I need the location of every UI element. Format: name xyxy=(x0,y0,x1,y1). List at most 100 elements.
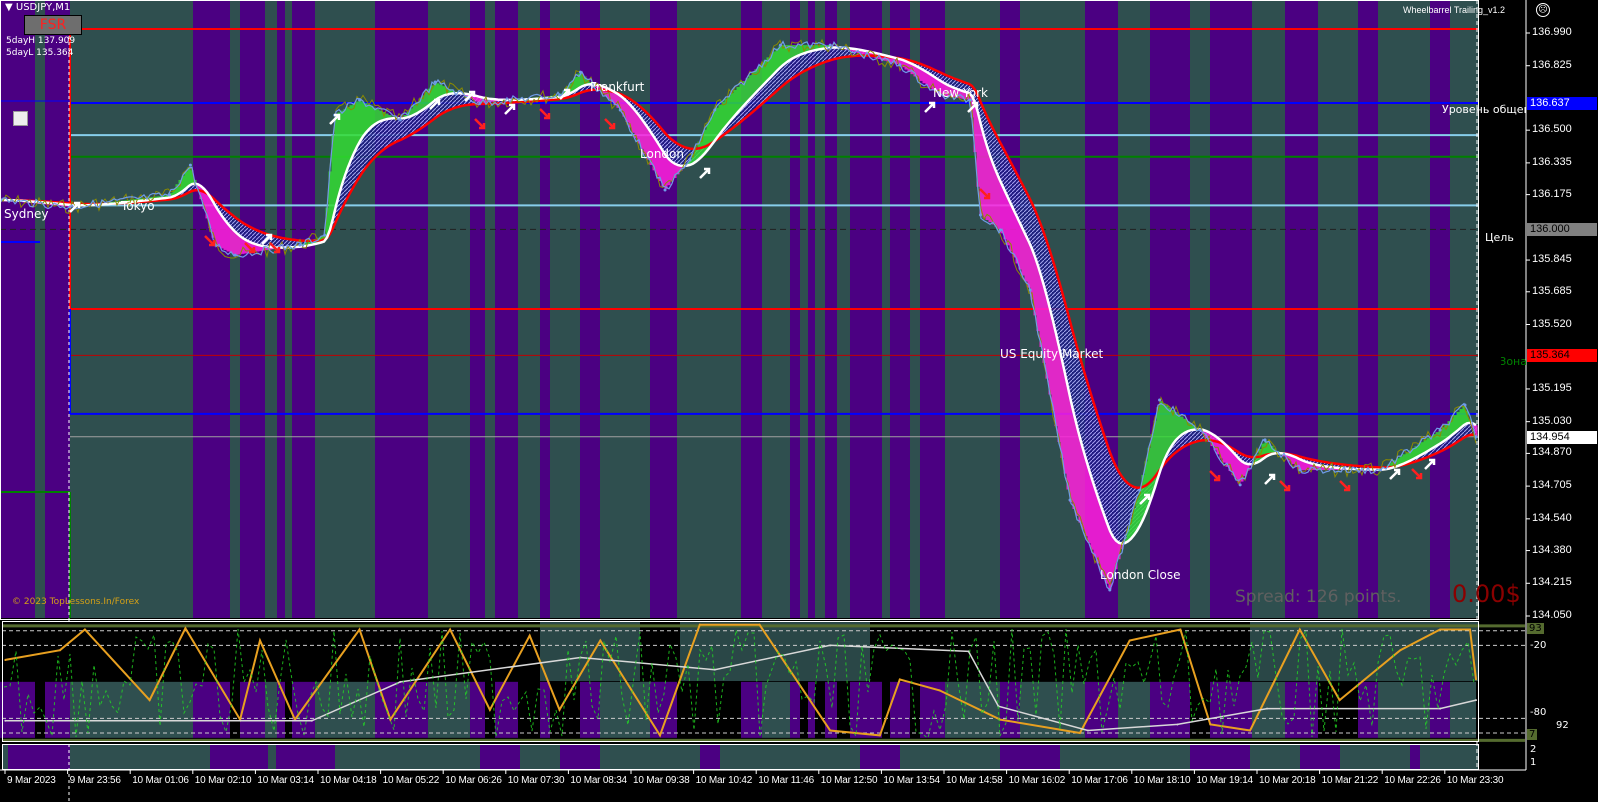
osc-point xyxy=(1176,723,1179,726)
price-point xyxy=(1263,438,1267,442)
buy-arrow-icon xyxy=(924,101,936,113)
time-tick-label: 10 Mar 16:02 xyxy=(1008,775,1066,786)
small-checkbox[interactable] xyxy=(13,111,28,126)
bottom-band-purple xyxy=(860,745,900,769)
bottom-band-purple xyxy=(1410,745,1420,769)
bottom-band-purple xyxy=(8,745,70,769)
bottom-band-purple xyxy=(1190,745,1250,769)
sell-arrow-icon xyxy=(1411,468,1423,480)
price-tick-label: 134.050 xyxy=(1532,609,1572,621)
price-point xyxy=(1108,588,1112,592)
profit-label: 0.00$ xyxy=(1452,580,1521,608)
osc-band-purple xyxy=(45,681,70,738)
time-tick-label: 10 Mar 12:50 xyxy=(820,775,878,786)
osc-point xyxy=(878,734,881,737)
price-point xyxy=(968,98,972,102)
osc-point xyxy=(59,649,62,652)
osc-tick: -20 xyxy=(1530,640,1547,651)
price-point xyxy=(998,228,1002,232)
buy-zone-label: Buy Зона xyxy=(1501,355,1527,368)
sell-arrow-icon xyxy=(1279,480,1291,492)
sell-arrow-icon xyxy=(204,235,216,247)
price-point xyxy=(358,98,362,102)
session-label-us-equity: US Equity Market xyxy=(1000,347,1104,361)
price-point xyxy=(1298,468,1302,472)
osc-band-purple xyxy=(808,681,815,738)
osc-band-slate xyxy=(70,681,193,738)
osc-point xyxy=(1209,723,1212,726)
sell-arrow-icon xyxy=(269,242,281,254)
band-purple xyxy=(0,0,35,618)
bottom-band-purple xyxy=(560,745,600,769)
osc-band-purple xyxy=(1150,681,1190,738)
buy-arrow-icon xyxy=(967,101,979,113)
time-tick-label: 10 Mar 17:06 xyxy=(1071,775,1128,786)
bottom-panel-tick: 2 xyxy=(1530,744,1537,755)
price-tick-label: 134.540 xyxy=(1532,511,1572,524)
copyright-label: © 2023 TopLessons.In/Forex xyxy=(12,597,140,607)
price-point xyxy=(188,163,192,167)
price-tick-label: 135.195 xyxy=(1532,381,1572,394)
osc-point xyxy=(1474,699,1477,702)
price-point xyxy=(578,70,582,74)
symbol-label: USDJPY,M1 xyxy=(15,2,71,13)
osc-band-purple xyxy=(650,681,677,738)
time-tick-label: 10 Mar 13:54 xyxy=(883,775,940,786)
symbol-title[interactable]: ▼ USDJPY,M1 xyxy=(5,2,71,13)
osc-point xyxy=(148,699,151,702)
price-point xyxy=(1438,428,1442,432)
buy-arrow-icon xyxy=(1139,493,1151,505)
price-levels xyxy=(0,0,1478,802)
price-tick-label: 135.845 xyxy=(1532,253,1572,266)
osc-point xyxy=(558,708,561,711)
price-tick-label: 134.380 xyxy=(1532,543,1572,556)
osc-upper-band xyxy=(540,621,640,681)
bottom-band-purple xyxy=(480,745,520,769)
price-point xyxy=(298,243,302,247)
price-point xyxy=(663,188,667,192)
osc-point xyxy=(4,719,7,722)
session-label-tokyo: Tokyo xyxy=(121,199,155,213)
osc-band-slate xyxy=(315,681,375,738)
fsr-button[interactable]: FSR xyxy=(24,15,82,35)
time-tick-label: 10 Mar 11:46 xyxy=(758,775,814,786)
osc-tick: -80 xyxy=(1530,707,1547,718)
osc-point xyxy=(938,689,941,692)
osc-point xyxy=(1128,639,1131,642)
osc-point xyxy=(967,650,970,653)
osc-band-purple xyxy=(292,681,315,738)
osc-band-purple xyxy=(193,681,230,738)
osc-band-purple xyxy=(240,681,265,738)
sell-arrow-icon xyxy=(539,108,551,120)
price-point xyxy=(713,108,717,112)
osc-band-purple xyxy=(890,681,910,738)
sad-face-icon[interactable]: ☹ xyxy=(1536,3,1550,17)
price-tick-label: 136.825 xyxy=(1532,58,1572,71)
time-tick-label: 10 Mar 02:10 xyxy=(194,775,252,786)
time-tick-label: 10 Mar 14:58 xyxy=(946,775,1003,786)
osc-point xyxy=(829,729,832,732)
osc-band-slate xyxy=(945,681,1000,738)
price-tick-label: 134.215 xyxy=(1532,576,1572,589)
price-marker-box: 134.954 xyxy=(1527,430,1597,444)
panel-border xyxy=(0,0,1479,620)
time-tick-label: 9 Mar 23:56 xyxy=(69,775,121,786)
panel-frames xyxy=(0,0,1530,774)
price-point xyxy=(618,108,622,112)
buy-arrow-icon xyxy=(559,88,571,100)
price-marker-box: 135.364 xyxy=(1527,349,1597,363)
osc-band-slate xyxy=(1020,681,1085,738)
session-label-london: London xyxy=(640,147,684,161)
osc-band-purple xyxy=(580,681,600,738)
time-tick-label: 10 Mar 23:30 xyxy=(1446,775,1504,786)
osc-band-purple xyxy=(0,681,35,738)
trailing-stop-line xyxy=(0,54,1477,489)
indicator-name: Wheelbarrel Trailing_v1.2 xyxy=(1403,5,1506,15)
osc-band-purple xyxy=(470,681,485,738)
osc-band-purple xyxy=(375,681,428,738)
price-tick-label: 134.705 xyxy=(1532,479,1572,492)
panel-border xyxy=(2,621,1479,742)
buy-arrow-icon xyxy=(699,167,711,179)
time-tick-label: 10 Mar 08:34 xyxy=(570,775,627,786)
